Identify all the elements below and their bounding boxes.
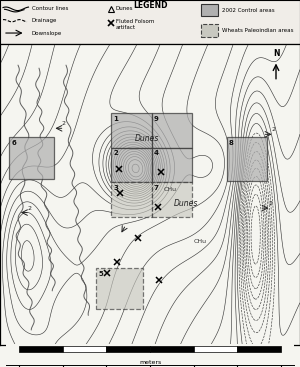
- Text: 6: 6: [11, 140, 16, 146]
- Text: N: N: [273, 48, 279, 58]
- Text: 7: 7: [154, 185, 159, 191]
- Text: Dunes: Dunes: [116, 6, 133, 11]
- Bar: [9, 137, 54, 179]
- Bar: [152, 182, 192, 217]
- Bar: [194, 346, 237, 352]
- Bar: [201, 4, 217, 16]
- Text: Dunes: Dunes: [174, 199, 198, 208]
- Text: 2: 2: [268, 201, 272, 206]
- Bar: [19, 346, 63, 352]
- Bar: [106, 346, 150, 352]
- Text: Contour lines: Contour lines: [32, 6, 68, 11]
- Text: 1: 1: [113, 116, 118, 122]
- Text: Drainage: Drainage: [32, 18, 57, 23]
- Text: 9: 9: [154, 116, 159, 122]
- Text: CHu: CHu: [194, 239, 207, 244]
- Bar: [111, 182, 152, 217]
- Text: 2: 2: [113, 150, 118, 156]
- Text: 2: 2: [27, 206, 31, 211]
- Text: LEGEND: LEGEND: [133, 1, 167, 10]
- Bar: [150, 346, 194, 352]
- Text: meters: meters: [139, 360, 161, 365]
- Text: 3: 3: [113, 185, 118, 191]
- Bar: [96, 268, 142, 309]
- Bar: [111, 148, 152, 182]
- Text: 2: 2: [61, 121, 65, 126]
- Text: 8: 8: [229, 140, 234, 146]
- Bar: [226, 137, 267, 181]
- Bar: [237, 346, 281, 352]
- Text: 4: 4: [154, 150, 159, 156]
- Text: 5: 5: [98, 270, 103, 277]
- Text: CHu: CHu: [164, 188, 177, 193]
- Bar: [152, 148, 192, 182]
- Bar: [201, 24, 217, 37]
- Text: Dunes: Dunes: [135, 134, 159, 143]
- Text: 2002 Control areas: 2002 Control areas: [222, 8, 274, 12]
- Text: Downslope: Downslope: [32, 30, 62, 36]
- Bar: [63, 346, 106, 352]
- Bar: [111, 113, 152, 148]
- Bar: [152, 113, 192, 148]
- Text: Wheats Paleoindian areas: Wheats Paleoindian areas: [222, 28, 293, 33]
- Text: Fluted Folsom
artifact: Fluted Folsom artifact: [116, 19, 154, 30]
- Text: 2: 2: [272, 127, 275, 132]
